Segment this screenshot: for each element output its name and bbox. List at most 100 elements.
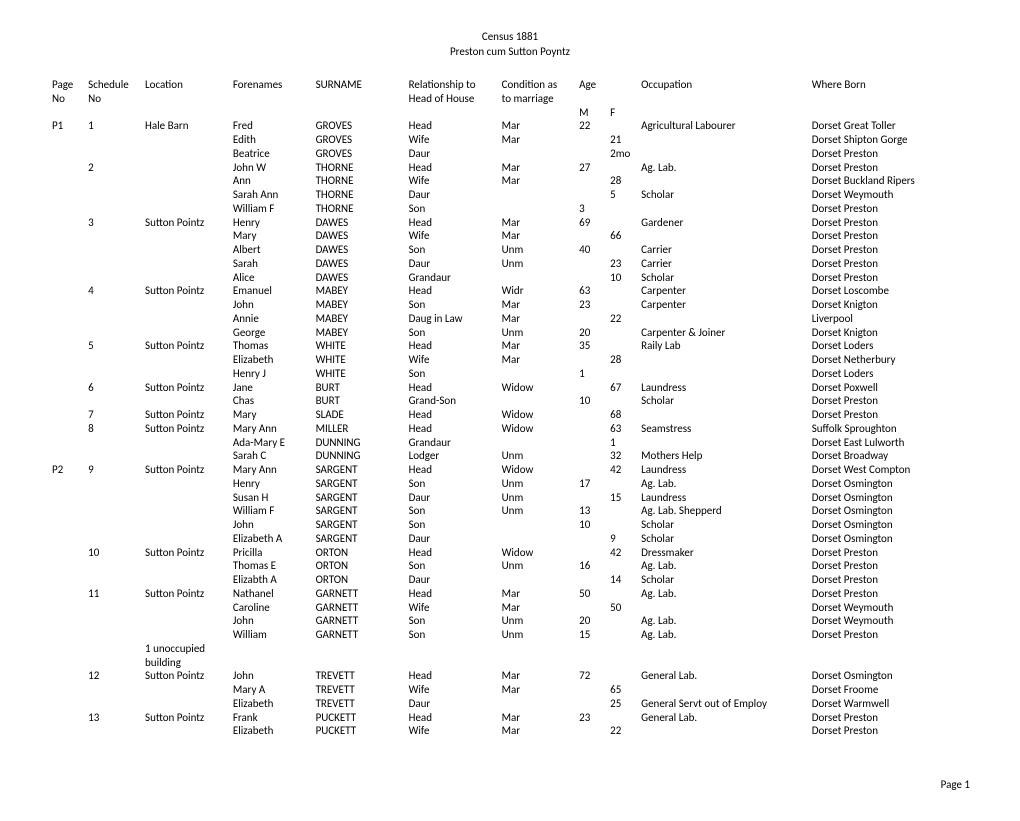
- cell-sur: PUCKETT: [314, 711, 407, 725]
- cell-fore: William F: [231, 504, 314, 518]
- cell-occ: Laundress: [639, 381, 810, 395]
- cell-ageF: [608, 669, 639, 683]
- cell-cond: Unm: [500, 491, 578, 505]
- cell-occ: Ag. Lab. Shepperd: [639, 504, 810, 518]
- cell-born: Dorset Buckland Ripers: [810, 174, 970, 188]
- table-row: MaryDAWESWifeMar66Dorset Preston: [50, 229, 970, 243]
- hdr-loc: Location: [143, 78, 231, 92]
- cell-page: [50, 408, 86, 422]
- cell-occ: Seamstress: [639, 422, 810, 436]
- cell-sched: [86, 243, 143, 257]
- cell-born: Dorset Preston: [810, 711, 970, 725]
- cell-rel: [407, 656, 500, 670]
- cell-rel: Head: [407, 216, 500, 230]
- cell-occ: [639, 436, 810, 450]
- cell-ageF: [608, 477, 639, 491]
- cell-sched: 9: [86, 463, 143, 477]
- cell-ageM: 13: [577, 504, 608, 518]
- table-row: EdithGROVESWifeMar21Dorset Shipton Gorge: [50, 133, 970, 147]
- cell-page: [50, 353, 86, 367]
- cell-ageF: [608, 161, 639, 175]
- cell-ageF: 21: [608, 133, 639, 147]
- cell-sched: 10: [86, 546, 143, 560]
- cell-ageM: 72: [577, 669, 608, 683]
- cell-sur: DUNNING: [314, 436, 407, 450]
- cell-ageF: [608, 284, 639, 298]
- cell-born: Liverpool: [810, 312, 970, 326]
- cell-ageF: 68: [608, 408, 639, 422]
- cell-cond: Mar: [500, 601, 578, 615]
- cell-sched: [86, 312, 143, 326]
- table-row: P11Hale BarnFredGROVESHeadMar22Agricultu…: [50, 119, 970, 133]
- cell-occ: [639, 229, 810, 243]
- hdr-cond-2: to marriage: [500, 92, 578, 106]
- cell-ageF: 65: [608, 683, 639, 697]
- cell-sur: ORTON: [314, 573, 407, 587]
- cell-occ: Carrier: [639, 257, 810, 271]
- cell-born: Dorset Weymouth: [810, 601, 970, 615]
- cell-occ: Gardener: [639, 216, 810, 230]
- table-row: 2John WTHORNEHeadMar27Ag. Lab.Dorset Pre…: [50, 161, 970, 175]
- cell-occ: [639, 601, 810, 615]
- cell-occ: Carpenter: [639, 284, 810, 298]
- cell-sched: 8: [86, 422, 143, 436]
- cell-ageM: [577, 573, 608, 587]
- cell-born: Dorset Froome: [810, 683, 970, 697]
- cell-sched: [86, 326, 143, 340]
- cell-occ: [639, 174, 810, 188]
- cell-loc: [143, 367, 231, 381]
- hdr-age-m: M: [577, 106, 608, 120]
- table-row: HenrySARGENTSonUnm17Ag. Lab.Dorset Osmin…: [50, 477, 970, 491]
- table-row: JohnSARGENTSon10ScholarDorset Osmington: [50, 518, 970, 532]
- hdr-cond: Condition as: [500, 78, 578, 92]
- cell-page: [50, 284, 86, 298]
- table-row: AliceDAWESGrandaur10ScholarDorset Presto…: [50, 271, 970, 285]
- cell-fore: Ann: [231, 174, 314, 188]
- cell-sched: [86, 628, 143, 642]
- cell-born: Dorset Preston: [810, 161, 970, 175]
- cell-page: [50, 683, 86, 697]
- cell-loc: 1 unoccupied: [143, 642, 231, 656]
- cell-occ: [639, 312, 810, 326]
- cell-loc: [143, 229, 231, 243]
- cell-page: [50, 147, 86, 161]
- cell-sched: 6: [86, 381, 143, 395]
- cell-loc: [143, 518, 231, 532]
- cell-fore: Mary Ann: [231, 463, 314, 477]
- cell-occ: Scholar: [639, 394, 810, 408]
- cell-ageM: 40: [577, 243, 608, 257]
- cell-page: [50, 601, 86, 615]
- cell-sur: TREVETT: [314, 669, 407, 683]
- cell-cond: Mar: [500, 161, 578, 175]
- cell-ageM: [577, 422, 608, 436]
- cell-sur: SLADE: [314, 408, 407, 422]
- cell-cond: [500, 202, 578, 216]
- cell-sur: GARNETT: [314, 614, 407, 628]
- cell-sur: SARGENT: [314, 477, 407, 491]
- cell-cond: [500, 697, 578, 711]
- cell-ageM: 63: [577, 284, 608, 298]
- cell-sched: [86, 642, 143, 656]
- cell-ageM: 23: [577, 711, 608, 725]
- cell-sur: [314, 656, 407, 670]
- cell-occ: [639, 683, 810, 697]
- cell-sched: [86, 724, 143, 738]
- table-row: Mary ATREVETTWifeMar65Dorset Froome: [50, 683, 970, 697]
- cell-sur: ORTON: [314, 559, 407, 573]
- cell-loc: [143, 353, 231, 367]
- cell-born: Dorset Preston: [810, 216, 970, 230]
- cell-page: P1: [50, 119, 86, 133]
- cell-ageM: [577, 381, 608, 395]
- cell-rel: Son: [407, 367, 500, 381]
- cell-ageF: 14: [608, 573, 639, 587]
- cell-fore: Mary A: [231, 683, 314, 697]
- cell-rel: Head: [407, 422, 500, 436]
- cell-cond: [500, 518, 578, 532]
- cell-ageF: [608, 216, 639, 230]
- doc-subtitle: Preston cum Sutton Poyntz: [50, 45, 970, 58]
- table-row: Susan HSARGENTDaurUnm15LaundressDorset O…: [50, 491, 970, 505]
- cell-born: Dorset Preston: [810, 243, 970, 257]
- table-row: AnnTHORNEWifeMar28Dorset Buckland Ripers: [50, 174, 970, 188]
- cell-sched: [86, 614, 143, 628]
- table-row: JohnGARNETTSonUnm20Ag. Lab.Dorset Weymou…: [50, 614, 970, 628]
